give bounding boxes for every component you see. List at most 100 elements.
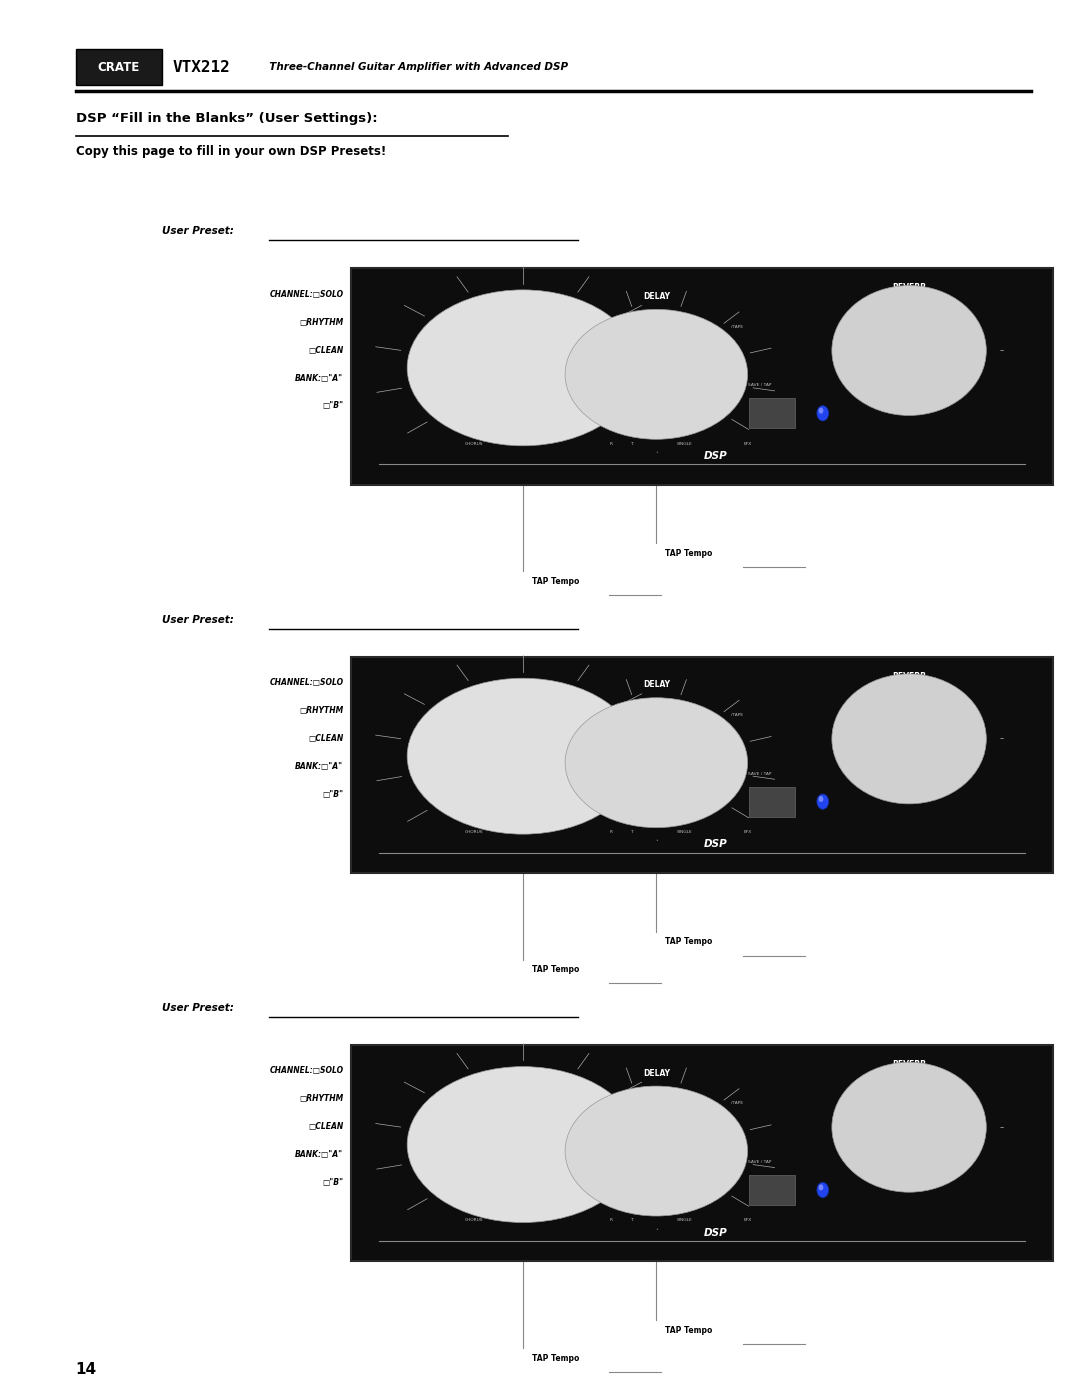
Text: BANK:□"A": BANK:□"A" — [295, 1150, 343, 1160]
Text: ECHO: ECHO — [644, 1087, 656, 1090]
Text: –: – — [1000, 1123, 1004, 1132]
Text: MULTI: MULTI — [510, 680, 536, 689]
Text: CHORUS: CHORUS — [464, 830, 483, 834]
Text: BANK:□"A": BANK:□"A" — [295, 373, 343, 383]
Text: CHANNEL:□SOLO: CHANNEL:□SOLO — [269, 678, 343, 687]
Text: ◦: ◦ — [654, 1227, 658, 1232]
Text: VIB: VIB — [610, 348, 618, 352]
Text: Copy this page to fill in your own DSP Presets!: Copy this page to fill in your own DSP P… — [76, 145, 386, 158]
Text: DELAY: DELAY — [643, 1069, 670, 1077]
Circle shape — [819, 408, 823, 414]
Text: REVERB: REVERB — [892, 672, 926, 680]
Ellipse shape — [407, 1067, 639, 1222]
Text: VTX212: VTX212 — [173, 60, 230, 74]
Text: □CLEAN: □CLEAN — [308, 345, 343, 355]
Text: PHASER: PHASER — [542, 310, 559, 313]
Ellipse shape — [832, 1062, 986, 1192]
Text: REVERB: REVERB — [892, 1060, 926, 1069]
Ellipse shape — [565, 309, 747, 439]
Text: SINGLE: SINGLE — [676, 830, 692, 834]
Text: –: – — [1000, 346, 1004, 355]
Text: ◦: ◦ — [522, 1203, 525, 1207]
Bar — [351, 657, 1053, 873]
Ellipse shape — [565, 1085, 747, 1215]
Text: DELAY: DELAY — [643, 292, 670, 300]
Text: CHANNEL:□SOLO: CHANNEL:□SOLO — [269, 1066, 343, 1076]
Text: EFX: EFX — [743, 830, 752, 834]
Text: SAVE / TAP: SAVE / TAP — [747, 771, 771, 775]
Text: –: – — [1000, 735, 1004, 743]
Text: ◦: ◦ — [522, 814, 525, 819]
Ellipse shape — [832, 673, 986, 803]
Text: BANK:□"A": BANK:□"A" — [295, 761, 343, 771]
Text: EFX: EFX — [743, 1218, 752, 1222]
Text: EFX: EFX — [743, 441, 752, 446]
Text: □RHYTHM: □RHYTHM — [299, 317, 343, 327]
Text: □"B": □"B" — [322, 1178, 343, 1187]
Text: TAP Tempo: TAP Tempo — [531, 577, 579, 585]
Text: DSP: DSP — [704, 451, 728, 461]
Text: DELAY: DELAY — [643, 680, 670, 689]
Ellipse shape — [832, 285, 986, 415]
Text: User Preset:: User Preset: — [162, 1003, 234, 1013]
Text: ECHO: ECHO — [644, 310, 656, 313]
Ellipse shape — [407, 678, 639, 834]
Text: TAP Tempo: TAP Tempo — [531, 1354, 579, 1362]
Bar — [750, 787, 795, 817]
Text: PHASER: PHASER — [542, 698, 559, 701]
Bar — [351, 1045, 1053, 1261]
Circle shape — [816, 1182, 828, 1197]
Text: VIB: VIB — [610, 736, 618, 740]
Text: T: T — [631, 1218, 633, 1222]
Circle shape — [816, 405, 828, 420]
Text: ◦: ◦ — [654, 838, 658, 844]
Text: /TAPE: /TAPE — [731, 324, 743, 328]
Text: □RHYTHM: □RHYTHM — [299, 1094, 343, 1104]
Text: /TAPE: /TAPE — [731, 712, 743, 717]
Text: SINGLE: SINGLE — [676, 441, 692, 446]
Text: TAP Tempo: TAP Tempo — [665, 549, 713, 557]
Text: R: R — [609, 1218, 612, 1222]
Text: SAVE / TAP: SAVE / TAP — [747, 383, 771, 387]
Text: T: T — [631, 441, 633, 446]
Text: FLANGE: FLANGE — [427, 1139, 444, 1143]
Text: DSP: DSP — [704, 1228, 728, 1238]
Text: □CLEAN: □CLEAN — [308, 733, 343, 743]
Text: TAP Tempo: TAP Tempo — [665, 1326, 713, 1334]
Text: MULTI: MULTI — [510, 1069, 536, 1077]
Text: R: R — [609, 441, 612, 446]
Text: 14: 14 — [76, 1362, 97, 1376]
Text: ◦: ◦ — [522, 426, 525, 430]
Circle shape — [819, 796, 823, 802]
Text: TAP Tempo: TAP Tempo — [531, 965, 579, 974]
Text: R: R — [609, 830, 612, 834]
Text: □"B": □"B" — [322, 401, 343, 411]
Ellipse shape — [407, 289, 639, 446]
Text: □"B": □"B" — [322, 789, 343, 799]
Text: PHASER: PHASER — [542, 1087, 559, 1090]
Text: FLANGE: FLANGE — [427, 362, 444, 366]
Ellipse shape — [565, 697, 747, 827]
Text: □RHYTHM: □RHYTHM — [299, 705, 343, 715]
Circle shape — [816, 793, 828, 809]
Text: □CLEAN: □CLEAN — [308, 1122, 343, 1132]
Text: CRATE: CRATE — [97, 60, 140, 74]
Text: ◦: ◦ — [654, 450, 658, 455]
Text: SINGLE: SINGLE — [676, 1218, 692, 1222]
Text: /TAPE: /TAPE — [731, 1101, 743, 1105]
Bar — [750, 398, 795, 429]
Text: ECHO: ECHO — [644, 698, 656, 701]
Text: REVERB: REVERB — [892, 284, 926, 292]
Text: CHORUS: CHORUS — [464, 441, 483, 446]
Text: DSP: DSP — [704, 840, 728, 849]
Bar — [750, 1175, 795, 1206]
Text: CHORUS: CHORUS — [464, 1218, 483, 1222]
Text: T: T — [631, 830, 633, 834]
Text: CHANNEL:□SOLO: CHANNEL:□SOLO — [269, 289, 343, 299]
Circle shape — [819, 1185, 823, 1190]
Text: DSP “Fill in the Blanks” (User Settings):: DSP “Fill in the Blanks” (User Settings)… — [76, 112, 377, 124]
Text: VIB: VIB — [610, 1125, 618, 1129]
Bar — [76, 49, 162, 85]
Text: TAP Tempo: TAP Tempo — [665, 937, 713, 946]
Text: User Preset:: User Preset: — [162, 615, 234, 624]
